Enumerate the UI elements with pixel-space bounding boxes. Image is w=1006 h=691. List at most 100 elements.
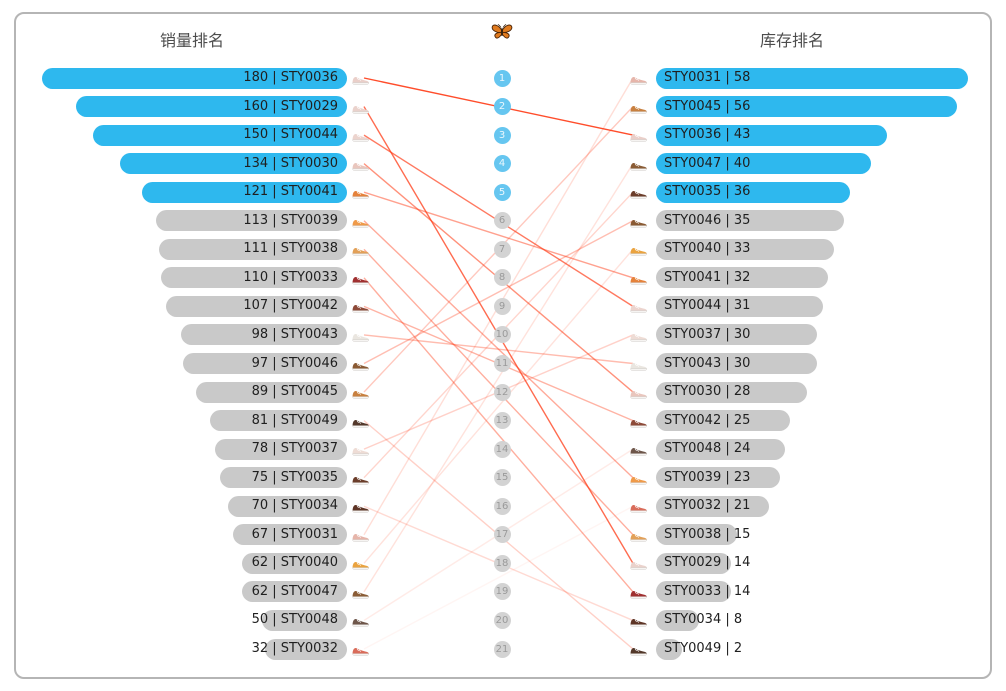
- sneaker-icon-STY0039: [629, 471, 649, 485]
- inventory-bar-STY0033: [656, 581, 732, 603]
- sneaker-icon-STY0044: [629, 299, 649, 314]
- sneaker-icon-STY0032: [351, 642, 371, 656]
- sales-bar-STY0036: [42, 67, 347, 89]
- sales-bar-label: 89 | STY0045: [251, 384, 338, 400]
- rank-circle-8: 8: [493, 269, 511, 287]
- sales-bar-label: 134 | STY0030: [243, 155, 338, 171]
- inventory-bar-label: STY0046 | 35: [664, 212, 751, 228]
- inventory-bar-label: STY0042 | 25: [664, 412, 751, 428]
- sneaker-icon-STY0034: [629, 613, 649, 628]
- inventory-bar-label: STY0041 | 32: [664, 269, 751, 285]
- inventory-bar-STY0039: [656, 467, 780, 489]
- sales-bar-label: 180 | STY0036: [243, 70, 338, 85]
- sneaker-icon-STY0047: [351, 585, 371, 599]
- sneaker-icon-STY0045: [629, 100, 649, 114]
- sales-bar-STY0042: [165, 295, 347, 317]
- sales-ranking-title: 销量排名: [159, 31, 224, 50]
- sneaker-icon-STY0042: [351, 299, 371, 314]
- sneaker-icon-STY0039: [351, 214, 371, 228]
- sales-bar-STY0041: [141, 181, 347, 203]
- inventory-bar-STY0049: [656, 638, 682, 660]
- rank-circle-7: 7: [493, 240, 511, 258]
- rank-circle-16: 16: [493, 497, 511, 515]
- sales-bar-STY0030: [119, 153, 347, 175]
- rank-link-STY0039: [363, 220, 634, 479]
- sales-bar-label: 111 | STY0038: [243, 241, 338, 257]
- sneaker-icon-STY0037: [351, 442, 371, 456]
- sneaker-icon-STY0047: [629, 157, 649, 171]
- sneaker-icon-STY0033: [629, 585, 649, 599]
- sales-bar-label: 78 | STY0037: [251, 441, 338, 457]
- sneaker-icon-STY0038: [629, 528, 649, 542]
- rank-circle-21: 21: [493, 640, 511, 658]
- rank-circle-15: 15: [493, 469, 511, 487]
- sales-bar-STY0047: [241, 581, 347, 603]
- sneaker-icon-STY0030: [629, 385, 649, 399]
- inventory-bar-STY0048: [656, 438, 786, 460]
- inventory-bar-label: STY0035 | 36: [664, 184, 751, 200]
- rank-link-STY0046: [363, 220, 634, 365]
- inventory-bar-label: STY0031 | 58: [664, 70, 751, 85]
- inventory-bar-STY0031: [656, 67, 968, 89]
- inventory-bar-label: STY0045 | 56: [664, 98, 751, 114]
- rank-circle-3: 3: [493, 126, 511, 144]
- inventory-bar-STY0045: [656, 96, 958, 118]
- inventory-bar-label: STY0036 | 43: [664, 127, 751, 143]
- sneaker-icon-STY0040: [351, 556, 371, 571]
- rank-circle-4: 4: [493, 155, 511, 173]
- rank-link-STY0047: [363, 163, 634, 593]
- sales-bar-STY0049: [209, 410, 347, 432]
- rank-circle-2: 2: [493, 98, 511, 116]
- sales-bar-STY0033: [160, 267, 347, 289]
- sales-bar-label: 97 | STY0046: [251, 355, 338, 371]
- sales-bar-label: 107 | STY0042: [243, 298, 338, 314]
- sales-bar-label: 160 | STY0029: [243, 98, 338, 114]
- inventory-bar-label: STY0048 | 24: [664, 441, 751, 457]
- inventory-bar-STY0046: [656, 210, 845, 232]
- rank-link-STY0040: [363, 248, 634, 564]
- sneaker-icon-STY0031: [629, 71, 649, 85]
- sneaker-icon-STY0044: [351, 128, 371, 142]
- sales-bar-label: 113 | STY0039: [243, 212, 338, 228]
- rank-circle-11: 11: [493, 355, 511, 372]
- sneaker-icon-STY0048: [629, 442, 649, 456]
- inventory-bar-label: STY0038 | 15: [664, 526, 751, 542]
- sneaker-icon-STY0032: [629, 499, 649, 513]
- inventory-bar-STY0042: [656, 410, 791, 432]
- inventory-bar-label: STY0029 | 14: [664, 555, 751, 571]
- inventory-bar-STY0030: [656, 381, 807, 403]
- sneaker-icon-STY0040: [629, 242, 649, 256]
- sales-bar-label: 62 | STY0047: [251, 583, 338, 599]
- sneaker-icon-STY0035: [629, 185, 649, 199]
- rank-link-STY0032: [363, 505, 634, 650]
- sales-bar-STY0029: [75, 96, 347, 118]
- sneaker-icon-STY0048: [351, 613, 371, 628]
- sales-bar-label: 70 | STY0034: [251, 498, 338, 514]
- sneaker-icon-STY0046: [629, 214, 649, 228]
- rank-circle-9: 9: [493, 297, 511, 315]
- sales-bar-STY0048: [262, 609, 347, 631]
- inventory-bar-label: STY0033 | 14: [664, 583, 751, 599]
- rank-circle-14: 14: [493, 440, 511, 458]
- rank-circle-6: 6: [493, 212, 511, 230]
- inventory-bar-label: STY0040 | 33: [664, 241, 751, 257]
- sneaker-icon-STY0034: [351, 499, 371, 513]
- sales-bar-label: 81 | STY0049: [251, 412, 338, 428]
- rank-circle-10: 10: [493, 326, 511, 344]
- inventory-bar-label: STY0043 | 30: [664, 355, 751, 371]
- sales-bar-label: 62 | STY0040: [251, 555, 338, 571]
- butterfly-icon: [478, 22, 526, 46]
- sneaker-icon-STY0041: [351, 185, 371, 199]
- rank-circle-19: 19: [493, 583, 511, 601]
- rank-link-STY0041: [363, 191, 634, 279]
- sneaker-icon-STY0038: [351, 242, 371, 256]
- inventory-bar-label: STY0039 | 23: [664, 469, 751, 485]
- sales-bar-STY0034: [228, 495, 347, 517]
- rank-link-STY0043: [363, 334, 634, 365]
- inventory-bar-label: STY0044 | 31: [664, 298, 751, 314]
- rank-link-STY0033: [363, 277, 634, 593]
- sales-bar-label: 32 | STY0032: [251, 641, 338, 656]
- chart-frame: 销量排名 库存排名 180 | STY0036 160 | STY0029 150 …: [14, 12, 992, 679]
- rank-circle-1: 1: [493, 69, 511, 87]
- sales-bar-STY0046: [182, 353, 347, 374]
